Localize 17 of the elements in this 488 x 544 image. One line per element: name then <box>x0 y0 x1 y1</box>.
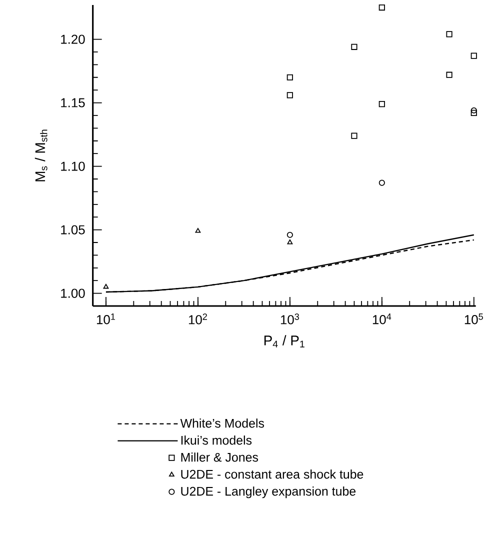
legend-label: U2DE - Langley expansion tube <box>181 486 356 498</box>
y-axis-title: M$_{s}$ / M$_{sth}$ <box>34 130 48 182</box>
x-tick-label: 10$^{3}$ <box>281 314 300 324</box>
legend-label: U2DE - constant area shock tube <box>181 470 364 479</box>
legend-label: Ikui’s models <box>182 436 252 445</box>
y-tick-label: 1.20 <box>61 34 85 44</box>
x-tick-label: 10$^{4}$ <box>373 314 392 324</box>
x-axis-title: P$_{4}$ / P$_{1}$ <box>264 335 304 348</box>
y-tick-label: 1.05 <box>61 225 85 234</box>
x-tick-label: 10$^{1}$ <box>97 314 116 324</box>
y-tick-label: 1.10 <box>61 162 85 171</box>
y-tick-label: 1.15 <box>61 98 85 108</box>
x-tick-label: 10$^{2}$ <box>189 314 208 324</box>
legend-label: White’s Models <box>180 418 264 428</box>
y-tick-label: 1.00 <box>61 288 85 298</box>
x-tick-label: 10$^{5}$ <box>464 314 484 324</box>
legend-label: Miller & Jones <box>181 452 258 462</box>
